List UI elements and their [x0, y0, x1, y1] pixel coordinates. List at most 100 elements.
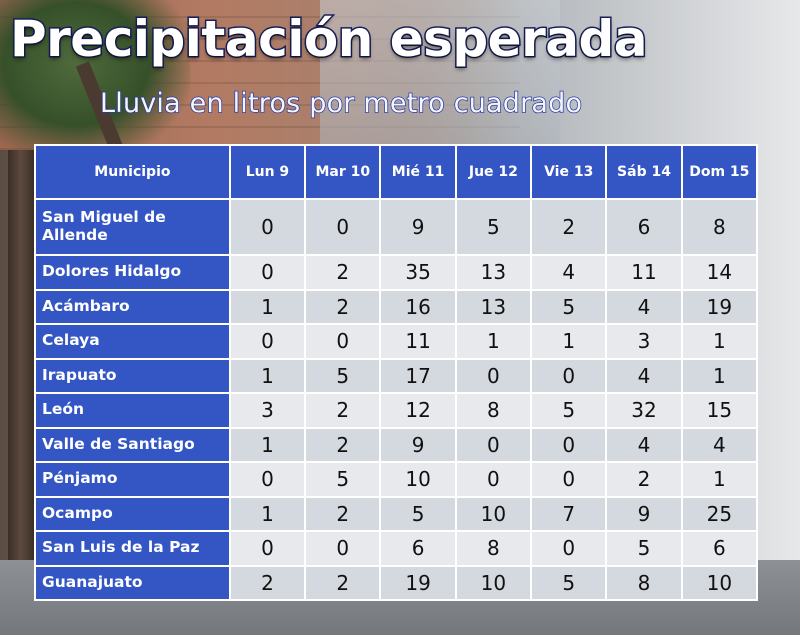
rain-value: 0: [530, 530, 608, 567]
rain-value: 32: [605, 392, 683, 429]
rain-value: 2: [304, 564, 382, 601]
rain-value: 0: [304, 198, 382, 256]
rain-value: 0: [228, 530, 307, 567]
header-day: Jue 12: [454, 144, 533, 200]
rain-value: 0: [454, 426, 533, 463]
table-row: Acámbaro 1 2 16 13 5 4 19: [34, 288, 759, 325]
rain-value: 2: [304, 254, 382, 291]
municipio-name: Ocampo: [34, 495, 231, 532]
rain-value: 4: [680, 426, 759, 463]
municipio-name: Pénjamo: [34, 461, 231, 498]
background-window: [320, 0, 560, 145]
rain-value: 0: [228, 461, 307, 498]
rain-value: 3: [228, 392, 307, 429]
municipio-name: Irapuato: [34, 357, 231, 394]
rain-value: 19: [379, 564, 457, 601]
rain-value: 8: [454, 392, 533, 429]
rain-value: 2: [228, 564, 307, 601]
rain-value: 13: [454, 254, 533, 291]
rain-value: 14: [680, 254, 759, 291]
rain-value: 5: [454, 198, 533, 256]
rain-value: 5: [530, 392, 608, 429]
rain-value: 10: [680, 564, 759, 601]
rain-value: 16: [379, 288, 457, 325]
rain-value: 0: [454, 357, 533, 394]
rain-value: 19: [680, 288, 759, 325]
rain-value: 11: [605, 254, 683, 291]
table-row: Pénjamo 0 5 10 0 0 2 1: [34, 461, 759, 498]
municipio-name: San Miguel de Allende: [34, 198, 231, 256]
rain-value: 8: [454, 530, 533, 567]
municipio-name: Dolores Hidalgo: [34, 254, 231, 291]
rain-value: 1: [680, 357, 759, 394]
rain-value: 10: [454, 495, 533, 532]
rain-value: 12: [379, 392, 457, 429]
rain-value: 11: [379, 323, 457, 360]
rain-value: 2: [605, 461, 683, 498]
rain-value: 0: [304, 323, 382, 360]
rain-value: 5: [605, 530, 683, 567]
rain-value: 10: [454, 564, 533, 601]
page-subtitle: Lluvia en litros por metro cuadrado: [99, 87, 583, 120]
rain-value: 0: [304, 530, 382, 567]
header-day: Dom 15: [680, 144, 759, 200]
municipio-name: San Luis de la Paz: [34, 530, 231, 567]
rain-value: 3: [605, 323, 683, 360]
header-day: Mié 11: [379, 144, 457, 200]
rain-value: 1: [228, 495, 307, 532]
header-day: Sáb 14: [605, 144, 683, 200]
rain-value: 0: [228, 254, 307, 291]
rain-value: 4: [605, 426, 683, 463]
rain-value: 5: [304, 461, 382, 498]
rain-value: 9: [379, 426, 457, 463]
rain-value: 6: [680, 530, 759, 567]
rain-value: 5: [530, 288, 608, 325]
header-day: Lun 9: [228, 144, 307, 200]
rain-value: 0: [228, 323, 307, 360]
header-day: Mar 10: [304, 144, 382, 200]
table-row: Dolores Hidalgo 0 2 35 13 4 11 14: [34, 254, 759, 291]
municipio-name: Celaya: [34, 323, 231, 360]
municipio-name: León: [34, 392, 231, 429]
rain-value: 0: [530, 357, 608, 394]
page-title: Precipitación esperada: [9, 9, 650, 70]
rain-value: 8: [605, 564, 683, 601]
table-row: Ocampo 1 2 5 10 7 9 25: [34, 495, 759, 532]
rain-value: 2: [530, 198, 608, 256]
table-row: Guanajuato 2 2 19 10 5 8 10: [34, 564, 759, 601]
rain-value: 5: [304, 357, 382, 394]
rain-value: 13: [454, 288, 533, 325]
rain-value: 0: [454, 461, 533, 498]
table-row: San Miguel de Allende 0 0 9 5 2 6 8: [34, 198, 759, 256]
municipio-name: Valle de Santiago: [34, 426, 231, 463]
rain-value: 6: [379, 530, 457, 567]
rain-value: 35: [379, 254, 457, 291]
municipio-name: Guanajuato: [34, 564, 231, 601]
rain-value: 1: [680, 323, 759, 360]
rain-value: 0: [530, 461, 608, 498]
rain-value: 1: [530, 323, 608, 360]
table-row: León 3 2 12 8 5 32 15: [34, 392, 759, 429]
rain-value: 7: [530, 495, 608, 532]
header-municipio: Municipio: [34, 144, 231, 200]
rain-value: 1: [454, 323, 533, 360]
rain-value: 4: [605, 357, 683, 394]
table-header-row: Municipio Lun 9 Mar 10 Mié 11 Jue 12 Vie…: [34, 144, 759, 200]
background-tree-trunk: [8, 150, 34, 570]
rain-value: 1: [228, 288, 307, 325]
rain-value: 4: [605, 288, 683, 325]
rain-value: 9: [379, 198, 457, 256]
rain-value: 2: [304, 392, 382, 429]
rain-value: 5: [379, 495, 457, 532]
rain-value: 10: [379, 461, 457, 498]
precipitation-table: Municipio Lun 9 Mar 10 Mié 11 Jue 12 Vie…: [34, 144, 759, 601]
rain-value: 17: [379, 357, 457, 394]
table-row: Irapuato 1 5 17 0 0 4 1: [34, 357, 759, 394]
rain-value: 2: [304, 288, 382, 325]
rain-value: 4: [530, 254, 608, 291]
rain-value: 6: [605, 198, 683, 256]
rain-value: 2: [304, 426, 382, 463]
rain-value: 1: [680, 461, 759, 498]
rain-value: 0: [228, 198, 307, 256]
rain-value: 1: [228, 357, 307, 394]
